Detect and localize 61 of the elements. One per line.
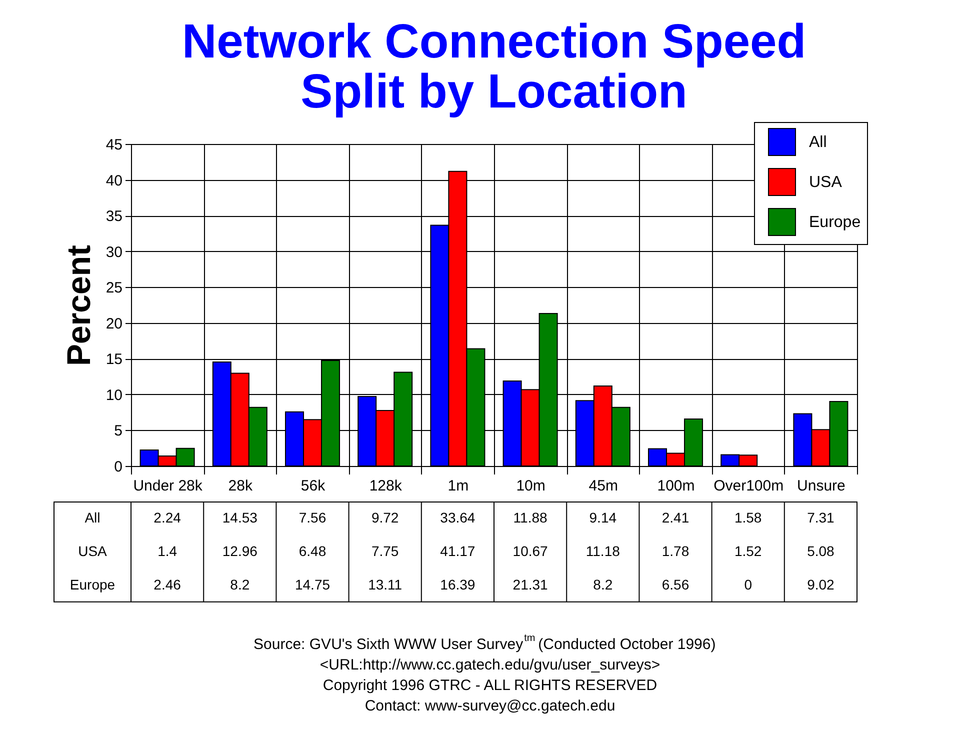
data-label: 2.24 xyxy=(154,510,182,526)
data-label: 11.18 xyxy=(586,542,620,559)
y-tick-label: 40 xyxy=(106,172,122,190)
data-label: 12.96 xyxy=(222,542,258,559)
data-label: 6.56 xyxy=(662,576,690,592)
data-label: 6.48 xyxy=(298,542,326,559)
chart-title: Network Connection Speed Split by Location xyxy=(182,16,806,118)
x-tick-label: 100m xyxy=(657,478,695,494)
y-tick-label: 45 xyxy=(106,136,122,154)
data-label: 9.02 xyxy=(807,576,835,592)
y-axis-title: Percent xyxy=(60,244,97,366)
legend-label: USA xyxy=(809,174,842,191)
y-tick-label: 0 xyxy=(114,458,122,476)
data-label: 16.39 xyxy=(440,576,476,592)
x-tick-label: 1m xyxy=(448,478,469,494)
data-label: 2.46 xyxy=(154,576,182,592)
y-tick-label: 20 xyxy=(106,315,122,332)
x-tick-label: 28k xyxy=(228,478,253,494)
text: Contact: www-survey@cc.gatech.edu xyxy=(364,698,616,714)
text: Europe xyxy=(70,576,116,592)
data-label: 11.88 xyxy=(513,510,548,526)
data-label: 1.78 xyxy=(662,542,690,559)
data-label: 7.56 xyxy=(298,510,326,526)
y-tick-label: 30 xyxy=(106,244,122,261)
y-tick-label: 15 xyxy=(106,351,122,368)
y-tick-label: 5 xyxy=(114,422,122,440)
data-label: 33.64 xyxy=(440,510,476,526)
data-label: 8.2 xyxy=(593,576,613,592)
x-tick-label: Under 28k xyxy=(133,478,203,494)
data-label: 14.53 xyxy=(222,510,258,526)
data-label: 0 xyxy=(744,576,752,592)
text: USA xyxy=(78,542,107,559)
data-label: 14.75 xyxy=(294,576,330,592)
data-label: 21.31 xyxy=(512,576,548,592)
data-label: 41.17 xyxy=(440,542,476,559)
data-label: 10.67 xyxy=(512,542,548,559)
data-label: 1.4 xyxy=(158,542,178,559)
x-tick-label: 128k xyxy=(369,478,402,494)
data-label: 9.72 xyxy=(371,510,399,526)
x-tick-label: 45m xyxy=(588,478,618,494)
data-label: 1.52 xyxy=(734,542,762,559)
legend-label: Europe xyxy=(809,214,861,231)
x-tick-label: Unsure xyxy=(797,478,846,494)
data-label: 7.75 xyxy=(371,542,399,559)
text: Copyright 1996 GTRC - ALL RIGHTS RESERVED xyxy=(322,677,658,694)
data-label: 7.31 xyxy=(807,510,835,526)
text: All xyxy=(84,510,100,526)
data-label: 8.2 xyxy=(230,576,250,592)
y-tick-label: 25 xyxy=(106,280,122,297)
x-tick-label: 56k xyxy=(300,478,326,494)
y-tick-label: 35 xyxy=(106,208,122,226)
data-label: 5.08 xyxy=(807,542,835,559)
data-label: 2.41 xyxy=(662,510,690,526)
text: <URL:http://www.cc.gatech.edu/gvu/user_surveys> xyxy=(320,656,660,674)
data-label: 13.11 xyxy=(368,576,402,592)
data-label: 9.14 xyxy=(589,510,617,526)
x-tick-label: Over100m xyxy=(714,478,784,494)
legend-label: All xyxy=(809,134,827,151)
data-label: 1.58 xyxy=(734,510,762,526)
y-tick-label: 10 xyxy=(106,386,122,404)
x-tick-label: 10m xyxy=(516,478,546,494)
